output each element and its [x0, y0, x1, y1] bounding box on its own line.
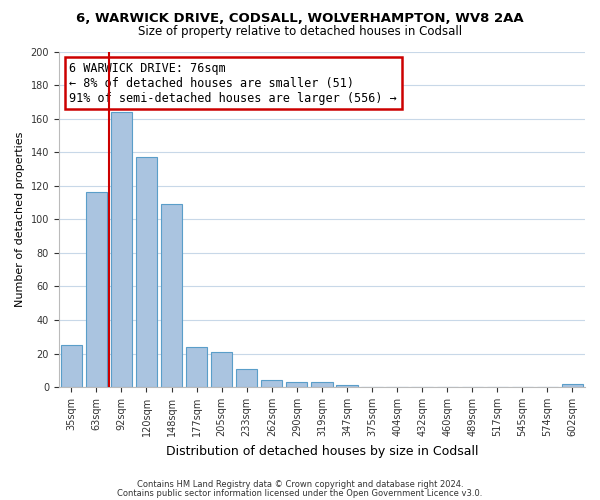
Bar [211, 352, 232, 387]
Y-axis label: Number of detached properties: Number of detached properties [15, 132, 25, 307]
Bar [286, 382, 307, 387]
Bar [111, 112, 132, 387]
Bar [186, 347, 207, 387]
Bar [61, 345, 82, 387]
Bar [261, 380, 283, 387]
Text: 6, WARWICK DRIVE, CODSALL, WOLVERHAMPTON, WV8 2AA: 6, WARWICK DRIVE, CODSALL, WOLVERHAMPTON… [76, 12, 524, 26]
Bar [562, 384, 583, 387]
Bar [86, 192, 107, 387]
Text: 6 WARWICK DRIVE: 76sqm
← 8% of detached houses are smaller (51)
91% of semi-deta: 6 WARWICK DRIVE: 76sqm ← 8% of detached … [70, 62, 397, 104]
Bar [311, 382, 332, 387]
Bar [336, 386, 358, 387]
Text: Contains public sector information licensed under the Open Government Licence v3: Contains public sector information licen… [118, 489, 482, 498]
Bar [136, 157, 157, 387]
X-axis label: Distribution of detached houses by size in Codsall: Distribution of detached houses by size … [166, 444, 478, 458]
Bar [236, 368, 257, 387]
Text: Size of property relative to detached houses in Codsall: Size of property relative to detached ho… [138, 25, 462, 38]
Text: Contains HM Land Registry data © Crown copyright and database right 2024.: Contains HM Land Registry data © Crown c… [137, 480, 463, 489]
Bar [161, 204, 182, 387]
